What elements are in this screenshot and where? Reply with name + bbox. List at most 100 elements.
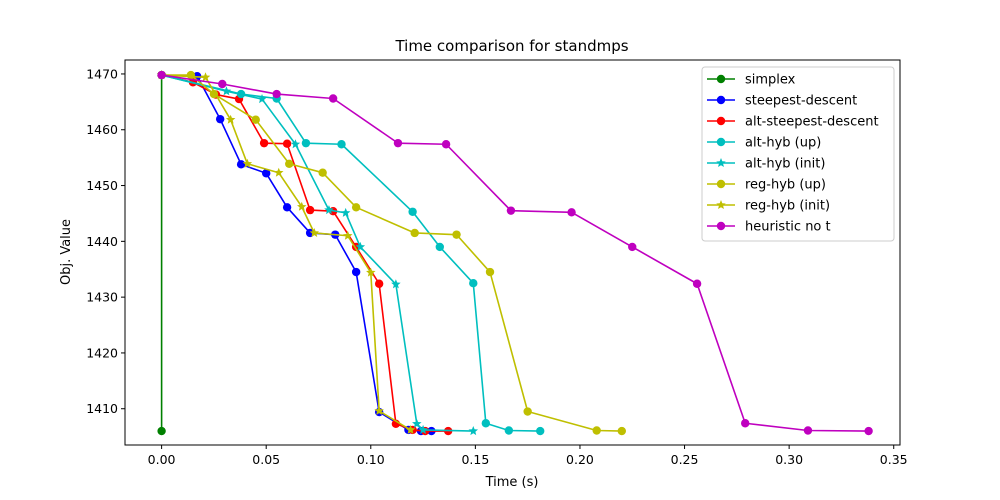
data-point-reg-hyb-init [297,201,307,211]
legend-marker [716,95,726,105]
legend-item-reg-hyb-init: reg-hyb (init) [707,199,830,214]
data-point-reg-hyb-up [617,426,626,436]
data-point-alt-hyb-init [418,424,428,434]
data-point-reg-hyb-init [374,405,384,416]
x-axis-label: Time (s) [485,475,539,490]
data-point-steepest-descent [261,169,271,178]
data-point-reg-hyb-init [200,72,211,82]
x-tick-label: 0.10 [357,452,385,467]
data-point-reg-hyb-up [186,70,196,80]
data-point-alt-hyb-init [221,86,232,96]
legend-item-simplex: simplex [707,73,796,88]
data-point-reg-hyb-up [410,228,419,238]
data-point-reg-hyb-init [225,114,236,124]
series-heuristic-no-t [157,70,873,436]
data-point-alt-hyb-init [324,205,334,215]
data-point-reg-hyb-init [309,227,320,238]
data-point-alt-hyb-init [290,139,301,149]
data-point-alt-hyb-init [412,418,422,428]
x-tick-label: 0.00 [148,452,176,467]
data-point-alt-hyb-init [468,426,479,436]
y-tick-label: 1460 [86,122,118,137]
data-point-alt-hyb-up [337,140,346,149]
data-point-reg-hyb-up [285,159,294,168]
data-point-alt-hyb-up [408,207,417,216]
legend-label: alt-steepest-descent [745,115,879,130]
data-point-reg-hyb-up [318,168,327,177]
y-tick-label: 1440 [86,234,118,249]
series-alt-hyb-init [156,70,479,436]
legend-label: alt-hyb (init) [745,157,825,172]
data-point-heuristic-no-t [864,426,873,436]
x-tick-label: 0.25 [671,452,699,467]
data-point-heuristic-no-t [506,206,516,215]
legend-marker [716,200,726,210]
data-point-heuristic-no-t [218,79,227,89]
data-point-reg-hyb-init [273,167,284,177]
data-point-reg-hyb-init [242,158,253,168]
data-point-heuristic-no-t [692,279,702,288]
data-point-steepest-descent [351,267,361,277]
y-tick-label: 1470 [86,66,118,81]
legend-label: reg-hyb (up) [745,178,826,193]
legend: simplex steepest-descent alt-steepest-desc… [701,66,895,242]
y-axis-ticks: 1410 1420 1430 1440 1450 1460 1470 [86,66,125,416]
data-point-heuristic-no-t [741,419,750,428]
data-point-heuristic-no-t [441,140,451,149]
data-point-alt-steepest-descent [374,279,384,288]
legend-label: alt-hyb (up) [745,136,821,151]
x-tick-label: 0.20 [566,452,594,467]
data-point-alt-hyb-up [504,426,514,435]
x-tick-label: 0.05 [252,452,280,467]
data-point-alt-hyb-up [435,242,445,252]
data-point-heuristic-no-t [567,208,576,217]
data-point-alt-hyb-up [481,419,491,428]
plot-area [156,70,873,436]
legend-item-reg-hyb-up: reg-hyb (up) [707,178,826,193]
legend-label: simplex [745,73,796,88]
legend-box [701,66,895,242]
y-tick-label: 1430 [86,290,118,305]
data-point-steepest-descent [215,114,225,124]
data-point-reg-hyb-init [405,424,416,434]
data-point-steepest-descent [282,203,292,212]
legend-marker [716,179,726,189]
data-point-reg-hyb-up [452,230,461,239]
x-axis-ticks: 0.00 0.05 0.10 0.15 0.20 0.25 0.30 0.35 [148,445,908,467]
y-axis-label: Obj. Value [59,219,74,285]
data-point-alt-hyb-up [536,426,545,436]
data-point-reg-hyb-init [366,267,376,277]
y-tick-label: 1450 [86,178,118,193]
legend-item-steepest-descent: steepest-descent [707,94,857,109]
legend-marker [716,158,726,168]
data-point-reg-hyb-up [523,407,532,416]
y-tick-label: 1410 [86,401,118,416]
data-point-reg-hyb-up [251,115,260,124]
data-point-simplex [157,426,166,436]
data-point-reg-hyb-up [485,267,495,277]
legend-label: reg-hyb (init) [745,199,830,214]
data-point-heuristic-no-t [328,94,338,103]
data-point-heuristic-no-t [803,426,813,435]
chart-title: Time comparison for standmps [394,37,628,55]
data-point-alt-hyb-init [257,94,267,104]
data-point-alt-steepest-descent [259,138,269,148]
x-tick-label: 0.15 [461,452,489,467]
data-point-steepest-descent [236,160,246,169]
data-point-reg-hyb-up [592,426,601,435]
axes-frame [124,59,901,446]
data-point-alt-hyb-init [355,241,366,251]
legend-item-heuristic-no-t: heuristic no t [707,220,831,235]
legend-label: heuristic no t [745,220,831,235]
legend-marker [716,116,726,126]
data-point-alt-hyb-up [301,138,311,148]
data-point-alt-steepest-descent [305,205,315,215]
data-point-alt-hyb-up [469,278,478,288]
data-point-reg-hyb-init [343,230,353,240]
x-tick-label: 0.35 [880,452,908,467]
data-point-alt-hyb-init [340,207,351,217]
y-tick-label: 1420 [86,345,118,360]
legend-item-alt-hyb-up: alt-hyb (up) [707,136,821,151]
data-point-reg-hyb-up [351,203,361,212]
